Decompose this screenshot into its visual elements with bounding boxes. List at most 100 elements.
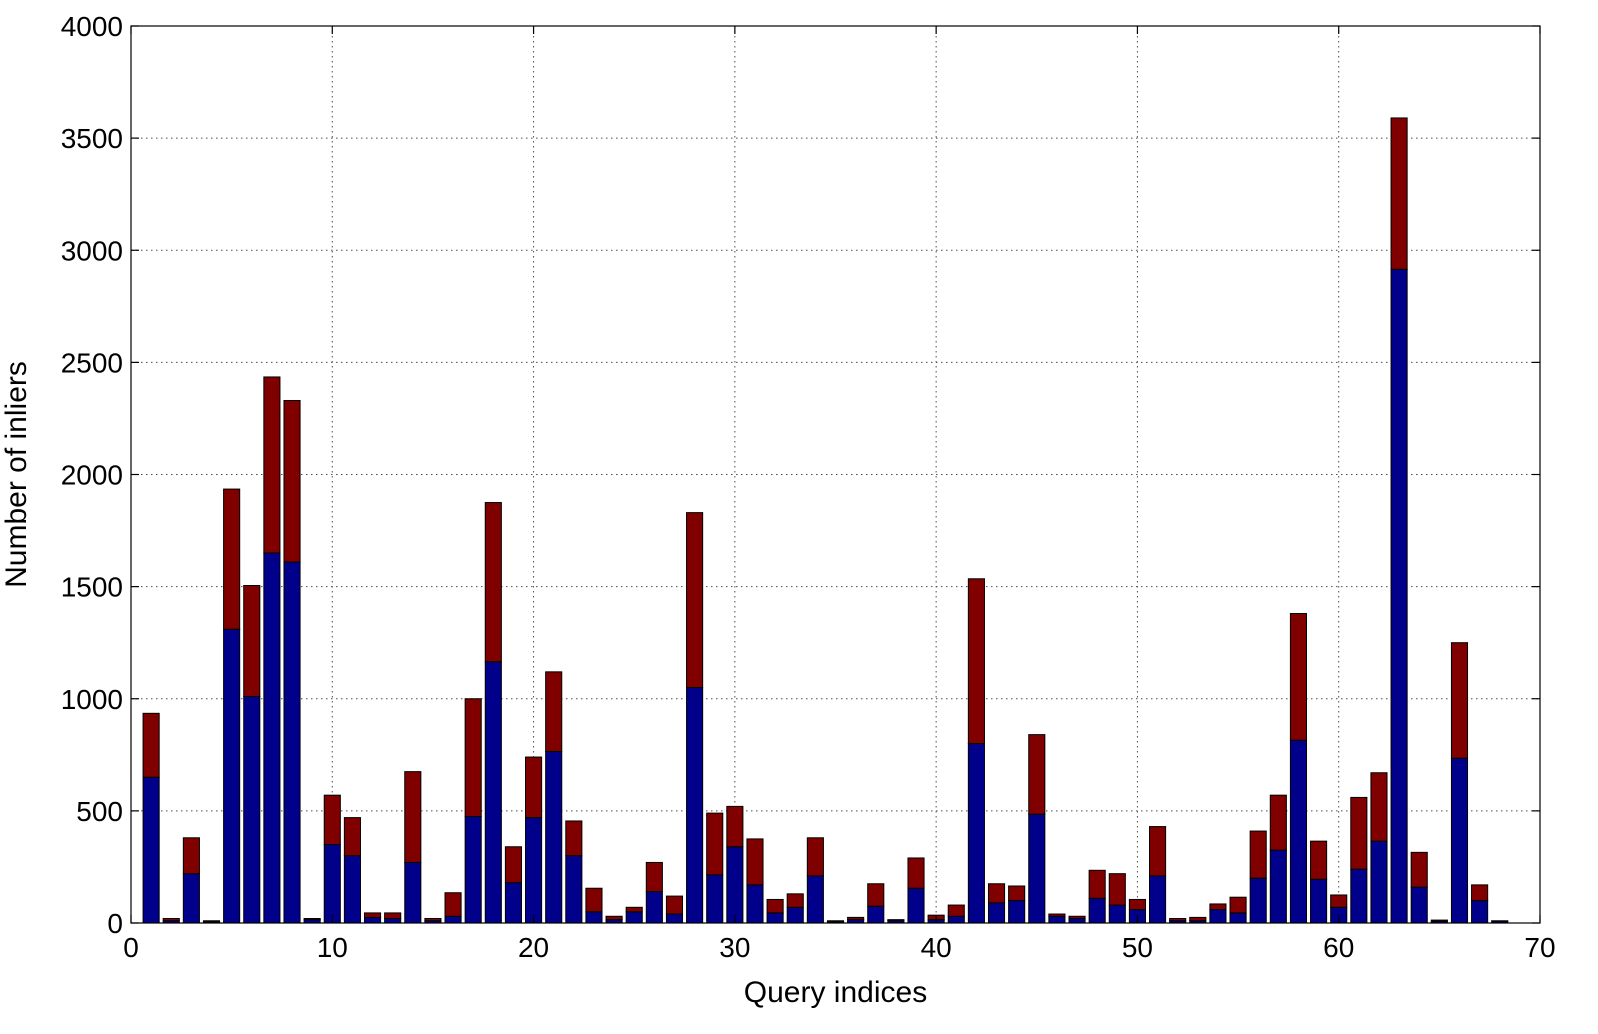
bar-segment-series-2 bbox=[887, 919, 905, 922]
bar-segment-series-1 bbox=[1088, 897, 1106, 924]
bar-segment-series-2 bbox=[1350, 796, 1368, 870]
bar-segment-series-2 bbox=[525, 756, 543, 819]
bar-segment-series-2 bbox=[1450, 642, 1469, 759]
bar-segment-series-1 bbox=[1370, 840, 1388, 924]
bar-segment-series-1 bbox=[444, 915, 462, 924]
bar-segment-series-2 bbox=[142, 712, 160, 778]
bar-segment-series-1 bbox=[484, 661, 502, 924]
bar-segment-series-1 bbox=[1149, 875, 1167, 924]
bar-segment-series-1 bbox=[464, 815, 482, 924]
bar-segment-series-2 bbox=[545, 671, 563, 752]
bar-segment-series-1 bbox=[1008, 900, 1026, 924]
y-axis-label: Number of inliers bbox=[0, 361, 33, 588]
bar-segment-series-2 bbox=[464, 698, 482, 817]
bar-segment-series-2 bbox=[162, 918, 180, 922]
bar-segment-series-2 bbox=[987, 883, 1006, 904]
bar-segment-series-2 bbox=[484, 502, 502, 663]
y-tick-label: 1500 bbox=[61, 572, 123, 603]
bar-segment-series-2 bbox=[323, 794, 341, 846]
bar-segment-series-1 bbox=[967, 743, 985, 924]
bar-segment-series-2 bbox=[1128, 898, 1146, 911]
bar-segment-series-2 bbox=[1048, 913, 1066, 917]
bar-segment-series-2 bbox=[1229, 896, 1247, 914]
bar-segment-series-1 bbox=[223, 628, 241, 924]
bar-segment-series-2 bbox=[947, 904, 965, 917]
bar-segment-series-2 bbox=[806, 837, 824, 877]
bar-segment-series-1 bbox=[1028, 813, 1046, 924]
bar-segment-series-1 bbox=[1108, 904, 1126, 924]
bar-segment-series-2 bbox=[384, 912, 402, 920]
bar-segment-series-2 bbox=[223, 488, 241, 630]
y-tick-label: 0 bbox=[107, 908, 123, 939]
bar-segment-series-2 bbox=[504, 846, 522, 884]
bar-segment-series-1 bbox=[525, 817, 543, 924]
y-tick-label: 1000 bbox=[61, 684, 123, 715]
bar-segment-series-1 bbox=[1249, 877, 1267, 924]
y-tick-label: 2000 bbox=[61, 460, 123, 491]
bar-segment-series-1 bbox=[1048, 915, 1066, 924]
bar-segment-series-2 bbox=[1269, 794, 1287, 851]
bar-segment-series-2 bbox=[1028, 734, 1046, 815]
bar-segment-series-1 bbox=[806, 875, 824, 924]
bar-segment-series-1 bbox=[665, 913, 684, 924]
bar-segment-series-1 bbox=[786, 906, 804, 924]
grid-lines bbox=[131, 26, 1540, 923]
x-tick-label: 0 bbox=[123, 932, 139, 963]
bar-segment-series-1 bbox=[746, 884, 764, 924]
bar-segment-series-1 bbox=[1390, 268, 1408, 924]
bar-segment-series-2 bbox=[1471, 884, 1489, 902]
bar-segment-series-1 bbox=[565, 855, 583, 924]
bar-segment-series-1 bbox=[142, 776, 160, 924]
bar-segment-series-1 bbox=[1269, 849, 1287, 924]
bar-segment-series-2 bbox=[1149, 826, 1167, 877]
bar-segment-series-2 bbox=[1410, 851, 1428, 888]
x-tick-label: 30 bbox=[719, 932, 750, 963]
bar-segment-series-2 bbox=[444, 892, 462, 917]
x-axis-label: Query indices bbox=[744, 976, 927, 1009]
bar-segment-series-2 bbox=[625, 906, 643, 913]
bar-segment-series-1 bbox=[1068, 918, 1086, 924]
bar-segment-series-1 bbox=[1229, 912, 1247, 924]
x-tick-labels: 0 10 20 30 40 50 60 70 bbox=[123, 932, 1555, 963]
bar-segment-series-1 bbox=[686, 687, 704, 924]
bar-segment-series-1 bbox=[182, 873, 200, 924]
y-tick-labels: 0 500 1000 1500 2000 2500 3000 3500 4000 bbox=[61, 11, 123, 939]
bar-segment-series-2 bbox=[706, 812, 724, 876]
bar-segment-series-2 bbox=[182, 837, 200, 875]
bar-segment-series-2 bbox=[826, 920, 845, 923]
bar-segment-series-2 bbox=[202, 920, 221, 923]
bars bbox=[142, 117, 1509, 924]
bar-segment-series-2 bbox=[1088, 869, 1106, 899]
bar-segment-series-1 bbox=[504, 882, 522, 924]
bar-segment-series-1 bbox=[766, 912, 784, 924]
bar-segment-series-2 bbox=[404, 771, 422, 863]
bar-segment-series-1 bbox=[363, 916, 382, 924]
bar-segment-series-2 bbox=[645, 861, 663, 893]
bar-segment-series-1 bbox=[263, 552, 281, 924]
y-tick-label: 2500 bbox=[61, 347, 123, 378]
bar-segment-series-2 bbox=[867, 883, 885, 907]
bar-segment-series-2 bbox=[1068, 915, 1086, 920]
bar-segment-series-2 bbox=[1330, 894, 1348, 908]
bar-segment-series-1 bbox=[323, 844, 341, 924]
bar-segment-series-1 bbox=[384, 918, 402, 924]
bar-segment-series-2 bbox=[766, 898, 784, 914]
bar-segment-series-1 bbox=[1450, 757, 1469, 924]
bar-segment-series-1 bbox=[706, 874, 724, 924]
bar-segment-series-1 bbox=[1471, 900, 1489, 924]
bar-segment-series-2 bbox=[1370, 772, 1388, 842]
bar-segment-series-1 bbox=[404, 861, 422, 924]
bar-segment-series-1 bbox=[1350, 868, 1368, 924]
bar-segment-series-1 bbox=[947, 915, 965, 924]
bar-segment-series-2 bbox=[424, 918, 442, 922]
bar-segment-series-1 bbox=[343, 855, 361, 924]
bar-segment-series-1 bbox=[243, 696, 261, 924]
bar-segment-series-1 bbox=[585, 911, 603, 924]
bar-segment-series-2 bbox=[1289, 613, 1308, 741]
bar-segment-series-2 bbox=[746, 838, 764, 886]
bar-segment-series-2 bbox=[585, 887, 603, 913]
y-tick-label: 4000 bbox=[61, 11, 123, 42]
bar-segment-series-2 bbox=[686, 512, 704, 689]
bar-segment-series-1 bbox=[1289, 739, 1308, 924]
